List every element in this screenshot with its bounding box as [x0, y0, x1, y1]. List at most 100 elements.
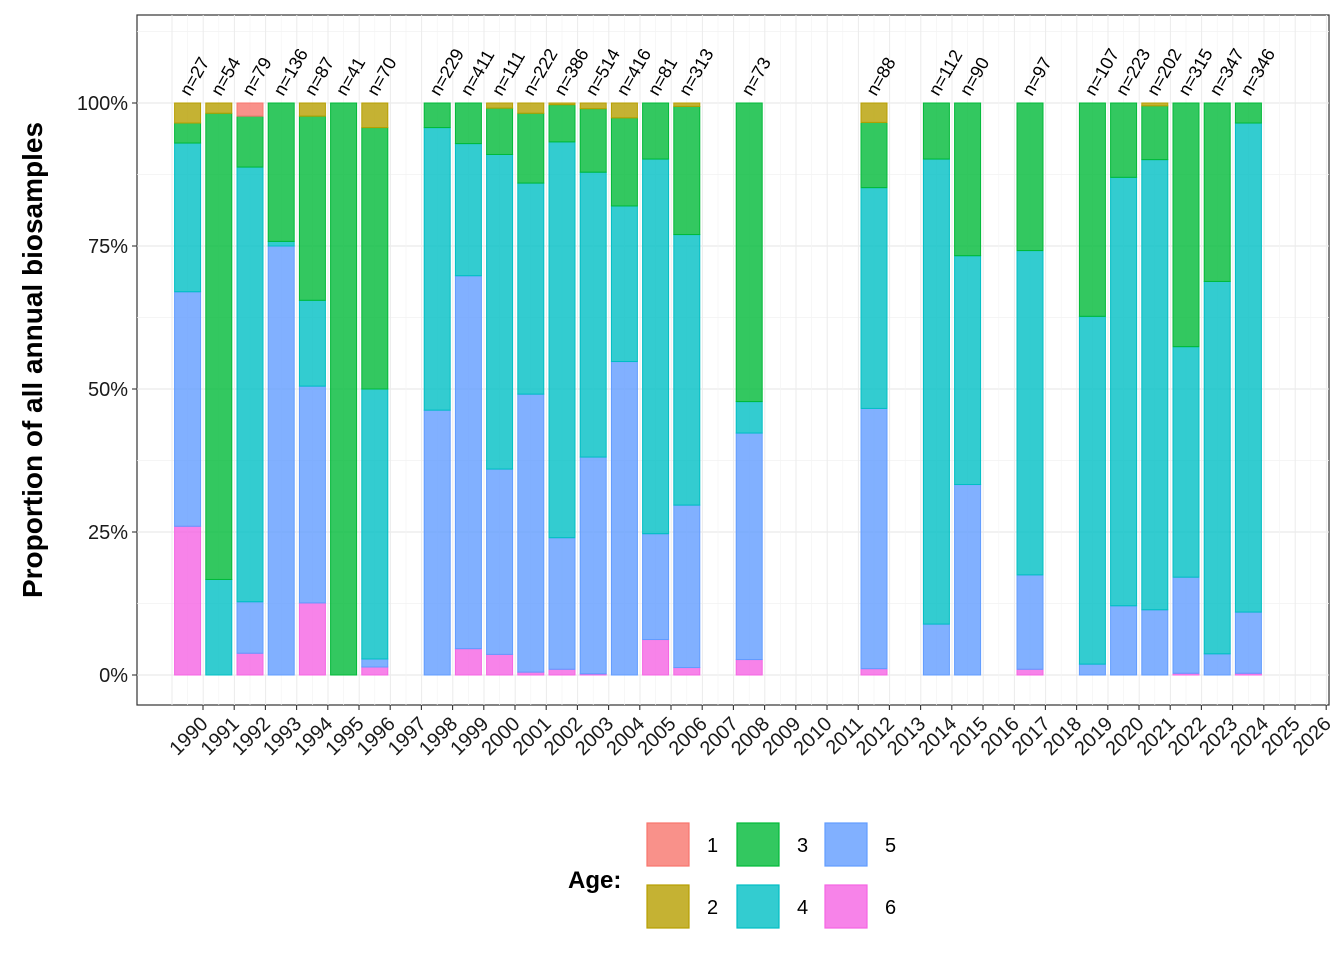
- bar-segment-age-4: [423, 127, 451, 411]
- bar-segment-age-6: [1016, 668, 1044, 676]
- bar-segment-age-6: [735, 659, 763, 676]
- bar-segment-age-5: [922, 623, 950, 676]
- bar-stack: [1234, 102, 1262, 676]
- legend-entry: 5: [824, 822, 896, 867]
- legend-label: 1: [707, 835, 718, 857]
- bar-segment-age-2: [1141, 102, 1169, 107]
- bar-segment-age-4: [298, 299, 326, 387]
- bar-segment-age-5: [548, 537, 576, 670]
- bar-segment-age-5: [673, 504, 701, 669]
- bar-segment-age-5: [860, 407, 888, 670]
- bar-segment-age-5: [423, 409, 451, 676]
- bar-stack: [673, 102, 701, 676]
- bar-segment-age-3: [735, 102, 763, 403]
- bar-segment-age-5: [1141, 609, 1169, 676]
- bar-stack: [548, 102, 576, 676]
- bar-segment-age-5: [267, 245, 295, 676]
- bar-segment-age-4: [236, 166, 264, 603]
- bar-segment-age-3: [673, 105, 701, 236]
- bar-segment-age-3: [298, 115, 326, 301]
- bar-segment-age-4: [922, 158, 950, 625]
- bar-segment-age-3: [860, 121, 888, 189]
- bar-segment-age-5: [174, 291, 202, 527]
- legend-swatch: [736, 884, 780, 929]
- bar-stack: [236, 102, 264, 676]
- bar-segment-age-2: [610, 102, 638, 119]
- legend: Age: 1 2 3 4 5 6: [568, 822, 896, 929]
- bar-segment-age-3: [642, 102, 670, 160]
- bar-segment-age-5: [954, 484, 982, 676]
- bar-segment-age-3: [1141, 105, 1169, 161]
- bar-segment-age-2: [205, 102, 233, 114]
- legend-swatch: [646, 884, 690, 929]
- bar-segment-age-3: [330, 102, 358, 676]
- y-axis: 0% 25% 50% 75% 100%: [77, 93, 137, 687]
- bar-segment-age-5: [642, 533, 670, 641]
- bar-segment-age-3: [1110, 102, 1138, 178]
- bar-segment-age-6: [548, 668, 576, 676]
- bar-segment-age-5: [1110, 605, 1138, 676]
- bar-segment-age-4: [548, 141, 576, 539]
- bar-stack: [1016, 102, 1044, 676]
- bar-segment-age-6: [361, 666, 389, 676]
- bar-segment-age-6: [454, 648, 482, 676]
- y-tick-label: 0%: [99, 665, 128, 687]
- bar-segment-age-3: [548, 104, 576, 143]
- bar-segment-age-4: [642, 158, 670, 535]
- bar-segment-age-4: [1141, 159, 1169, 611]
- bar-stack: [174, 102, 202, 676]
- bar-stack: [860, 102, 888, 676]
- bar-segment-age-5: [579, 456, 607, 675]
- bar-segment-age-3: [205, 112, 233, 580]
- bar-segment-age-3: [267, 102, 295, 242]
- y-tick-label: 50%: [88, 379, 128, 401]
- bar-segment-age-2: [174, 102, 202, 124]
- bar-segment-age-2: [298, 102, 326, 117]
- bar-stack: [298, 102, 326, 676]
- bar-segment-age-5: [454, 275, 482, 650]
- bar-segment-age-5: [236, 601, 264, 654]
- bar-segment-age-1: [236, 102, 264, 117]
- bar-segment-age-6: [174, 525, 202, 676]
- bar-stack: [954, 102, 982, 676]
- bar-segment-age-4: [735, 401, 763, 434]
- bar-segment-age-4: [1078, 315, 1106, 665]
- bar-segment-age-4: [205, 578, 233, 676]
- bar-segment-age-2: [517, 102, 545, 114]
- bar-segment-age-4: [610, 205, 638, 363]
- bar-segment-age-3: [361, 127, 389, 390]
- bar-segment-age-3: [517, 112, 545, 184]
- bar-segment-age-6: [298, 602, 326, 676]
- x-axis: 1990199119921993199419951996199719981999…: [166, 705, 1336, 760]
- legend-swatch: [646, 822, 690, 867]
- bar-segment-age-6: [673, 667, 701, 676]
- bar-segment-age-5: [1078, 663, 1106, 676]
- bar-segment-age-4: [486, 153, 514, 470]
- legend-entry: 1: [646, 822, 718, 867]
- bar-stack: [423, 102, 451, 676]
- bar-segment-age-3: [486, 107, 514, 155]
- bar-segment-age-4: [1234, 122, 1262, 613]
- bar-segment-age-4: [1016, 250, 1044, 576]
- legend-entry: 3: [736, 822, 808, 867]
- bar-segment-age-5: [1203, 653, 1231, 676]
- bar-segment-age-4: [954, 255, 982, 486]
- bar-segment-age-4: [1110, 176, 1138, 607]
- legend-entry: 4: [736, 884, 808, 929]
- bar-segment-age-3: [922, 102, 950, 160]
- bar-segment-age-3: [1078, 102, 1106, 317]
- bar-segment-age-3: [1016, 102, 1044, 252]
- bar-stack: [517, 102, 545, 676]
- bar-segment-age-4: [267, 240, 295, 247]
- bar-segment-age-2: [361, 102, 389, 129]
- legend-label: 5: [885, 835, 896, 857]
- bar-stack: [454, 102, 482, 676]
- bar-stack: [330, 102, 358, 676]
- bar-segment-age-5: [1234, 611, 1262, 674]
- bars-layer: [174, 102, 1262, 676]
- bar-segment-age-3: [610, 117, 638, 207]
- bar-segment-age-3: [454, 102, 482, 145]
- bar-segment-age-3: [236, 115, 264, 168]
- bar-segment-age-4: [361, 388, 389, 660]
- legend-label: 2: [707, 897, 718, 919]
